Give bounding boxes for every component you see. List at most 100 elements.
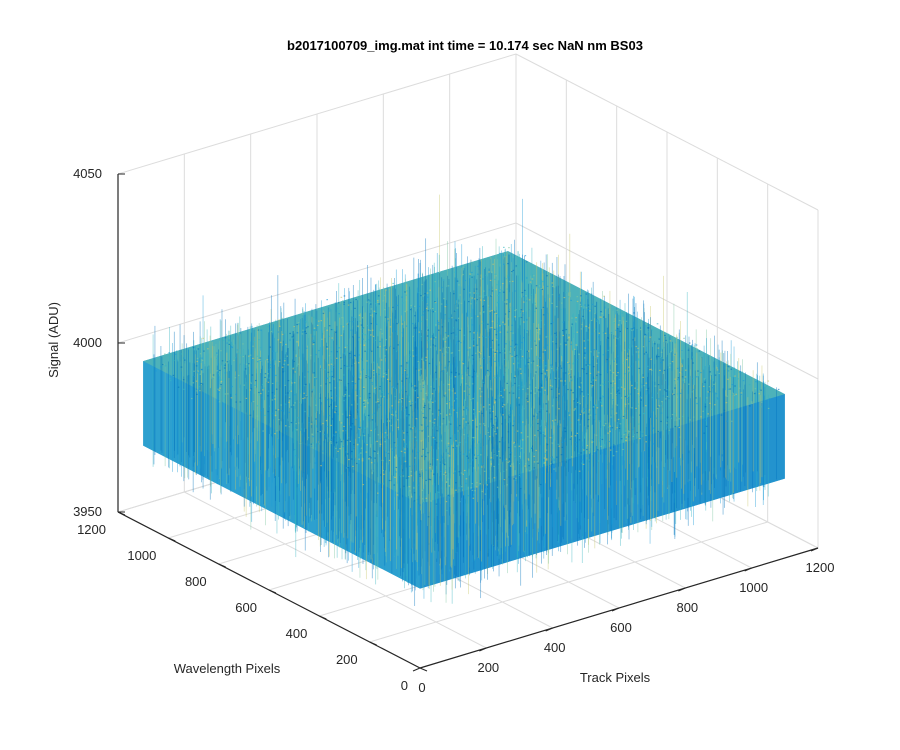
surface-fleck	[570, 299, 572, 302]
surface-fleck	[526, 436, 529, 438]
surface-fleck	[236, 349, 239, 351]
surface-fleck	[544, 365, 546, 367]
surface-fleck	[370, 350, 373, 352]
surface-fleck	[512, 425, 515, 427]
surface-fleck	[550, 388, 553, 390]
surface-fleck	[406, 431, 409, 434]
surface-fleck	[405, 367, 408, 370]
surface-fleck	[385, 447, 388, 449]
surface-fleck	[346, 365, 348, 367]
surface-fleck	[616, 327, 619, 330]
surface-fleck	[635, 351, 638, 353]
surface-fleck	[467, 457, 470, 459]
grid-line	[117, 222, 517, 344]
z-tick-label: 4050	[73, 166, 102, 181]
surface-fleck	[361, 317, 364, 319]
surface-fleck	[180, 353, 183, 355]
surface-fleck	[494, 351, 497, 353]
surface-fleck	[387, 318, 389, 320]
surface-fleck	[546, 369, 548, 371]
x-tick-label: 600	[610, 620, 632, 635]
surface-fleck	[488, 336, 490, 338]
surface-fleck	[493, 465, 495, 468]
surface-fleck	[336, 357, 338, 359]
surface-fleck	[379, 404, 382, 406]
surface-fleck	[514, 355, 516, 358]
surface-fleck	[343, 400, 345, 402]
surface-fleck	[612, 399, 614, 401]
surface-fleck	[545, 362, 547, 364]
surface-fleck	[660, 351, 663, 353]
surface-fleck	[630, 365, 632, 367]
surface-fleck	[331, 337, 333, 339]
surface-fleck	[450, 377, 453, 379]
surface-fleck	[379, 340, 381, 343]
surface-fleck	[294, 371, 296, 373]
surface-fleck	[477, 454, 479, 456]
surface-fleck	[599, 384, 602, 386]
surface-fleck	[537, 389, 540, 391]
surface-fleck	[687, 349, 690, 351]
surface-fleck	[726, 420, 728, 422]
surface-fleck	[358, 428, 360, 430]
surface-fleck	[425, 307, 428, 310]
surface-fleck	[409, 309, 412, 311]
surface-fleck	[737, 378, 739, 380]
surface-fleck	[570, 422, 573, 424]
surface-fleck	[249, 354, 252, 356]
surface-fleck	[369, 329, 372, 332]
surface-fleck	[473, 339, 475, 341]
surface-fleck	[760, 389, 762, 391]
surface-fleck	[519, 368, 522, 370]
surface-fleck	[417, 346, 420, 348]
surface-fleck	[382, 345, 385, 347]
surface-fleck	[397, 401, 400, 403]
surface-fleck	[340, 441, 343, 443]
surface-fleck	[169, 380, 172, 382]
surface-fleck	[425, 392, 428, 395]
surface-fleck	[420, 294, 422, 297]
surface-fleck	[421, 283, 423, 286]
surface-fleck	[492, 377, 495, 379]
surface-fleck	[360, 324, 363, 326]
surface-fleck	[220, 383, 222, 386]
surface-fleck	[326, 399, 329, 401]
surface-fleck	[696, 348, 698, 350]
surface-fleck	[341, 317, 343, 319]
surface-fleck	[283, 360, 286, 362]
surface-fleck	[322, 422, 324, 425]
surface-fleck	[382, 376, 385, 378]
surface-fleck	[326, 348, 329, 350]
surface-fleck	[674, 353, 676, 355]
surface-fleck	[569, 373, 571, 376]
surface-fleck	[460, 486, 463, 488]
surface-fleck	[328, 325, 331, 327]
surface-fleck	[595, 379, 597, 381]
surface-fleck	[366, 301, 368, 303]
surface-fleck	[515, 354, 518, 357]
surface-fleck	[263, 414, 266, 416]
surface-fleck	[469, 347, 471, 349]
surface-fleck	[512, 442, 515, 445]
surface-fleck	[305, 321, 307, 323]
grid-line	[117, 53, 517, 175]
surface-fleck	[511, 280, 514, 282]
surface-fleck	[470, 487, 473, 489]
surface-fleck	[471, 482, 473, 485]
surface-fleck	[477, 292, 480, 295]
surface-fleck	[365, 375, 368, 377]
surface-fleck	[551, 405, 554, 407]
surface-fleck	[422, 416, 425, 419]
surface-fleck	[583, 357, 586, 359]
surface-fleck	[292, 382, 294, 384]
surface-fleck	[413, 425, 415, 428]
surface-fleck	[381, 333, 384, 335]
surface-fleck	[405, 377, 408, 380]
surface-fleck	[281, 317, 283, 320]
surface-fleck	[326, 346, 328, 348]
surface-fleck	[714, 404, 716, 406]
surface-fleck	[454, 470, 456, 472]
surface-fleck	[288, 401, 290, 403]
surface-fleck	[474, 436, 476, 439]
surface-fleck	[651, 430, 654, 432]
